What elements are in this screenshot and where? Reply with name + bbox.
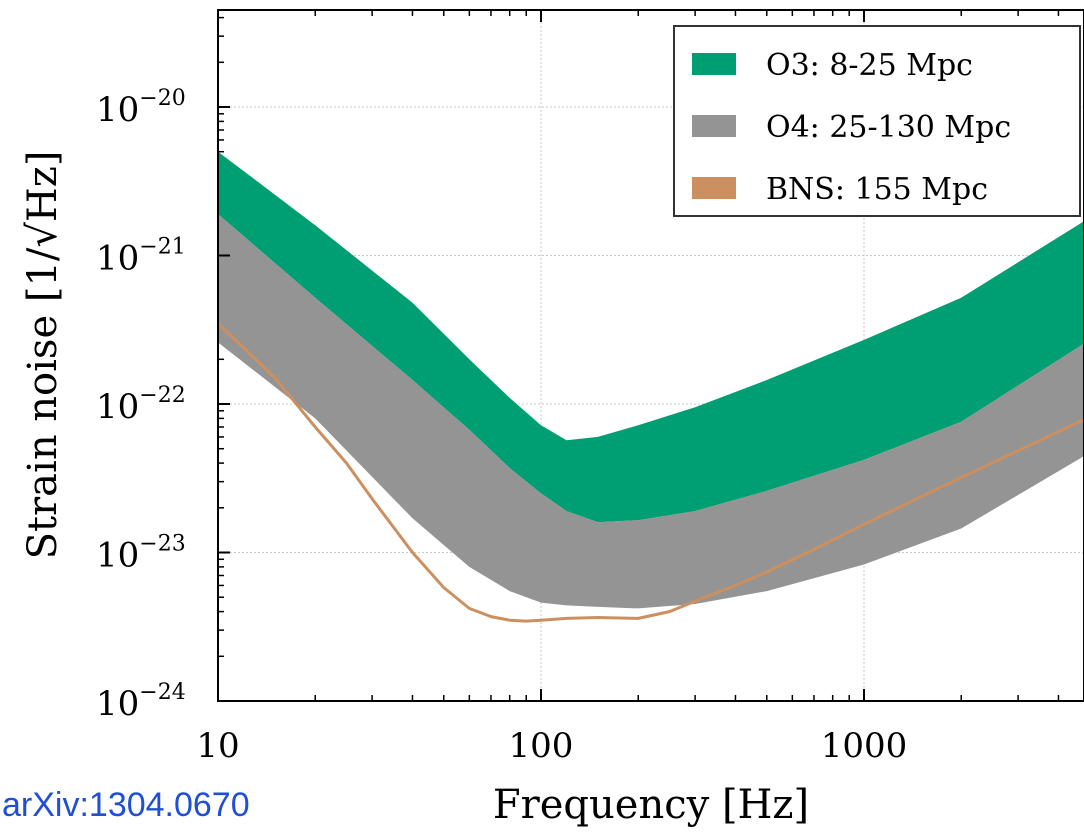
y-tick-label: 10−21 — [96, 235, 186, 279]
y-axis-label: Strain noise [1/√Hz] — [20, 151, 66, 560]
series-band-1 — [218, 214, 1084, 609]
plot-frame — [217, 9, 1084, 702]
legend: O3: 8-25 Mpc O4: 25-130 Mpc BNS: 155 Mpc — [673, 25, 1081, 217]
legend-label: O3: 8-25 Mpc — [766, 48, 973, 83]
y-tick-label: 10−24 — [96, 680, 186, 724]
legend-label: BNS: 155 Mpc — [766, 172, 988, 207]
legend-swatch — [692, 53, 736, 75]
x-axis-label: Frequency [Hz] — [493, 782, 809, 828]
y-tick-label: 10−22 — [96, 383, 186, 427]
x-tick-label: 100 — [509, 726, 574, 766]
series-layer — [218, 151, 1084, 623]
series-band-0 — [218, 151, 1084, 523]
y-axis: 10−24 10−23 10−22 10−21 10−20 — [96, 86, 230, 724]
legend-box — [673, 25, 1081, 217]
series-line-2 — [218, 322, 1084, 623]
arxiv-citation[interactable]: arXiv:1304.0670 — [2, 786, 250, 824]
legend-label: O4: 25-130 Mpc — [766, 110, 1011, 145]
legend-swatch — [692, 177, 736, 199]
x-axis: 10 100 1000 — [196, 10, 907, 766]
y-tick-label: 10−20 — [96, 86, 186, 130]
y-tick-label: 10−23 — [96, 532, 186, 576]
x-tick-label: 1000 — [821, 726, 908, 766]
legend-swatch — [692, 115, 736, 137]
x-tick-label: 10 — [196, 726, 239, 766]
